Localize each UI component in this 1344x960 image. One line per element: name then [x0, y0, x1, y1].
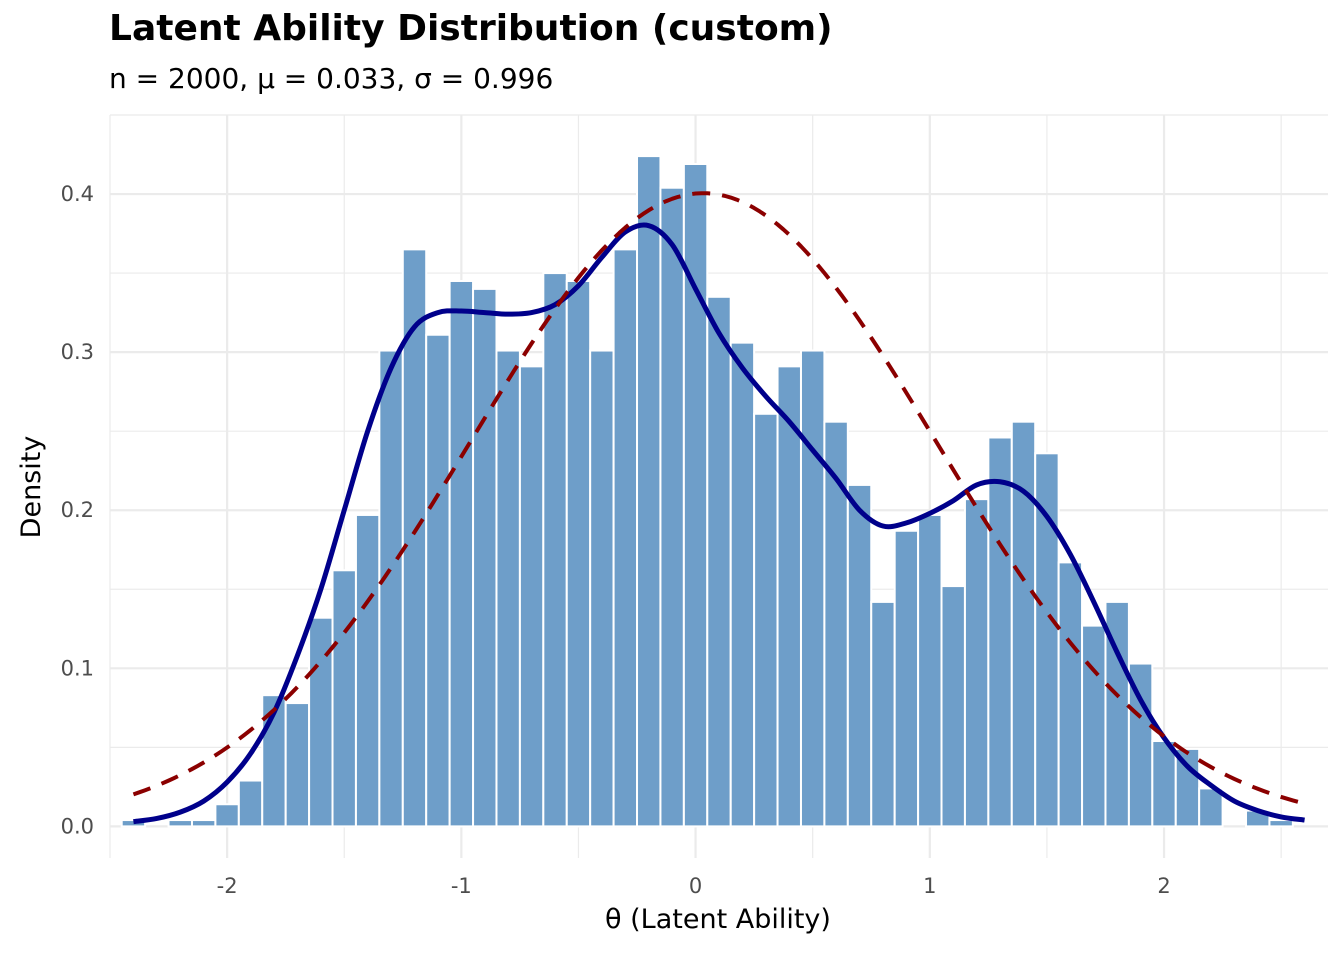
histogram-bar [284, 702, 311, 828]
x-axis-title: θ (Latent Ability) [605, 904, 831, 935]
histogram-bar [589, 349, 615, 828]
histogram-bar [729, 341, 756, 828]
histogram-bar [331, 569, 357, 828]
histogram-bar [612, 248, 639, 828]
histogram-bar [472, 287, 498, 828]
y-tick-label: 0.2 [61, 498, 94, 522]
histogram-bar [1268, 819, 1294, 828]
histogram-bar [448, 279, 475, 828]
histogram-bar [846, 483, 873, 828]
histogram-bar [1081, 624, 1107, 828]
histogram-bar [636, 155, 662, 828]
normal-curve [132, 191, 1306, 806]
x-tick-label: -2 [217, 874, 238, 898]
histogram-bar [659, 186, 685, 828]
histogram-bar [354, 513, 381, 828]
histogram-bar [495, 349, 521, 828]
x-tick-label: 1 [923, 874, 936, 898]
histogram-bar [753, 412, 779, 828]
histogram-bars [120, 155, 1294, 828]
histogram-bar [963, 498, 990, 828]
histogram-bar [1057, 561, 1084, 828]
histogram-bar [1010, 420, 1037, 828]
histogram-bar [940, 585, 966, 828]
x-tick-label: 2 [1157, 874, 1170, 898]
histogram-bar [799, 349, 826, 828]
y-tick-label: 0.1 [61, 656, 94, 680]
histogram-bar [237, 779, 264, 828]
histogram-bar [378, 349, 404, 828]
histogram-bar [425, 333, 451, 828]
histogram-bar [167, 819, 193, 828]
y-tick-label: 0.0 [61, 814, 94, 838]
histogram-bar [214, 803, 240, 828]
kde-curve [133, 222, 1305, 825]
histogram-bar [917, 513, 943, 828]
x-tick-label: -1 [451, 874, 472, 898]
chart-subtitle: n = 2000, μ = 0.033, σ = 0.996 [109, 62, 554, 95]
y-tick-label: 0.3 [61, 340, 94, 364]
histogram-bar [190, 819, 217, 828]
y-axis-ticks: 0.0 0.1 0.2 0.3 0.4 [61, 182, 94, 838]
x-axis-ticks: -2 -1 0 1 2 [217, 874, 1171, 898]
histogram-bar [565, 279, 592, 828]
x-tick-label: 0 [689, 874, 702, 898]
histogram-bar [706, 295, 732, 828]
histogram-bar [1151, 740, 1177, 828]
histogram-bar [987, 436, 1013, 828]
histogram-bar [682, 163, 709, 828]
histogram-bar [518, 365, 545, 828]
histogram-bar [870, 600, 896, 828]
y-axis-title: Density [16, 436, 47, 539]
density-curves [132, 191, 1306, 825]
y-tick-label: 0.4 [61, 182, 94, 206]
chart-title: Latent Ability Distribution (custom) [109, 8, 833, 49]
histogram-bar [542, 272, 568, 828]
histogram-bar [893, 529, 920, 828]
histogram-bar [1198, 787, 1224, 828]
